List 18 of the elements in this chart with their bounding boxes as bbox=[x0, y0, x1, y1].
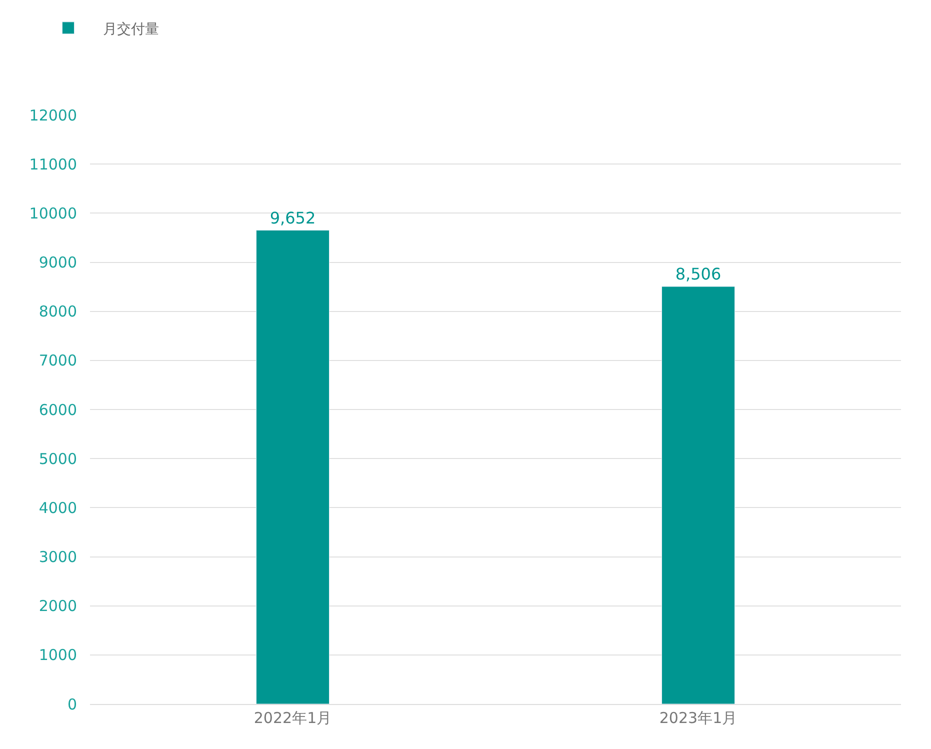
y-tick-label: 9000 bbox=[38, 254, 77, 272]
y-tick-label: 6000 bbox=[38, 400, 77, 419]
y-tick-label: 10000 bbox=[29, 204, 77, 222]
data-label: 8,506 bbox=[675, 264, 722, 284]
y-tick-label: 8000 bbox=[38, 302, 77, 321]
y-tick-label: 7000 bbox=[38, 352, 77, 370]
y-tick-label: 5000 bbox=[38, 450, 77, 468]
y-tick-label: 1000 bbox=[38, 646, 77, 664]
data-label: 9,652 bbox=[270, 208, 316, 228]
legend-label: 月交付量 bbox=[103, 21, 160, 38]
y-tick-label: 4000 bbox=[38, 498, 77, 517]
y-tick-label: 3000 bbox=[38, 548, 77, 566]
x-tick-label: 2022年1月 bbox=[254, 709, 332, 727]
y-tick-label: 0 bbox=[67, 695, 77, 714]
x-tick-label: 2023年1月 bbox=[659, 709, 738, 727]
y-tick-label: 2000 bbox=[38, 597, 77, 616]
y-tick-label: 12000 bbox=[29, 106, 77, 124]
y-tick-label: 11000 bbox=[29, 155, 77, 174]
